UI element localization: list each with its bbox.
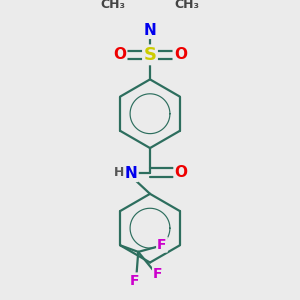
Text: O: O (113, 47, 126, 62)
Text: S: S (143, 46, 157, 64)
Text: CH₃: CH₃ (100, 0, 125, 11)
Text: F: F (129, 274, 139, 287)
Text: N: N (144, 23, 156, 38)
Text: F: F (153, 267, 163, 281)
Text: O: O (174, 47, 187, 62)
Text: H: H (113, 166, 124, 179)
Text: N: N (125, 166, 138, 181)
Text: O: O (175, 165, 188, 180)
Text: F: F (157, 238, 167, 251)
Text: CH₃: CH₃ (175, 0, 200, 11)
